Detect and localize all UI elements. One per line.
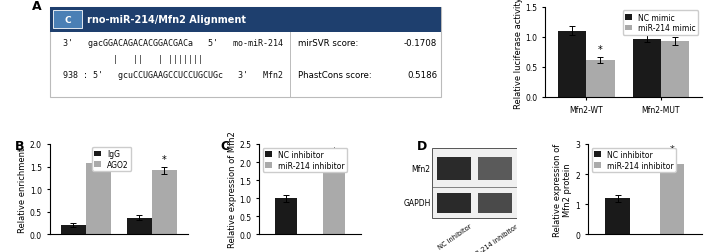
- Text: B: B: [15, 139, 25, 152]
- Bar: [632, 39, 661, 98]
- Bar: [437, 193, 471, 213]
- Text: 938 : 5'   gcuCCUGAAGCCUCCUGCUGc   3'   Mfn2: 938 : 5' gcuCCUGAAGCCUCCUGCUGc 3' Mfn2: [63, 71, 284, 80]
- Text: PhastCons score:: PhastCons score:: [298, 71, 372, 80]
- Legend: NC inhibitor, miR-214 inhibitor: NC inhibitor, miR-214 inhibitor: [263, 148, 347, 172]
- Text: 3'   gacGGACAGACACGGACGACa   5'   mo-miR-214: 3' gacGGACAGACACGGACGACa 5' mo-miR-214: [63, 39, 284, 48]
- Bar: [558, 32, 586, 98]
- Bar: [152, 170, 177, 234]
- FancyBboxPatch shape: [50, 8, 441, 33]
- Text: |   ||   | |||||||: | || | |||||||: [63, 55, 203, 64]
- Bar: [61, 225, 86, 234]
- Text: *: *: [598, 44, 603, 54]
- Y-axis label: Relative expression of Mfn2: Relative expression of Mfn2: [228, 131, 237, 247]
- Text: *: *: [669, 145, 674, 154]
- Text: C: C: [65, 15, 71, 24]
- Bar: [660, 164, 684, 234]
- Text: mirSVR score:: mirSVR score:: [298, 39, 359, 48]
- Text: -0.1708: -0.1708: [404, 39, 437, 48]
- Text: NC inhibitor: NC inhibitor: [437, 223, 473, 250]
- Y-axis label: Relative luciferase activity: Relative luciferase activity: [514, 0, 523, 108]
- Text: *: *: [96, 146, 101, 156]
- FancyBboxPatch shape: [50, 8, 441, 98]
- Legend: NC mimic, miR-214 mimic: NC mimic, miR-214 mimic: [623, 11, 698, 35]
- Bar: [478, 157, 513, 180]
- Legend: IgG, AGO2: IgG, AGO2: [92, 147, 131, 171]
- Text: 0.5186: 0.5186: [407, 71, 437, 80]
- Text: C: C: [220, 139, 230, 152]
- Text: *: *: [162, 155, 167, 165]
- Text: A: A: [32, 0, 42, 13]
- Bar: [275, 198, 297, 234]
- Bar: [586, 60, 615, 98]
- Text: *: *: [332, 146, 337, 156]
- Y-axis label: Relative expression of
Mfn2 protein: Relative expression of Mfn2 protein: [553, 143, 572, 236]
- Y-axis label: Relative enrichment: Relative enrichment: [18, 147, 27, 232]
- Text: Mfn2: Mfn2: [412, 164, 431, 173]
- Bar: [86, 164, 111, 234]
- Bar: [127, 218, 152, 234]
- Bar: [661, 42, 689, 98]
- Text: rno-miR-214/Mfn2 Alignment: rno-miR-214/Mfn2 Alignment: [86, 15, 246, 25]
- Bar: [605, 198, 630, 234]
- Bar: [432, 149, 517, 218]
- Bar: [437, 157, 471, 180]
- Legend: NC inhibitor, miR-214 inhibitor: NC inhibitor, miR-214 inhibitor: [591, 148, 676, 172]
- Text: GAPDH: GAPDH: [403, 198, 431, 207]
- FancyBboxPatch shape: [52, 11, 82, 29]
- Text: D: D: [418, 139, 428, 152]
- Bar: [478, 193, 513, 213]
- Text: miR-214 inhibitor: miR-214 inhibitor: [469, 223, 519, 252]
- Bar: [323, 164, 345, 234]
